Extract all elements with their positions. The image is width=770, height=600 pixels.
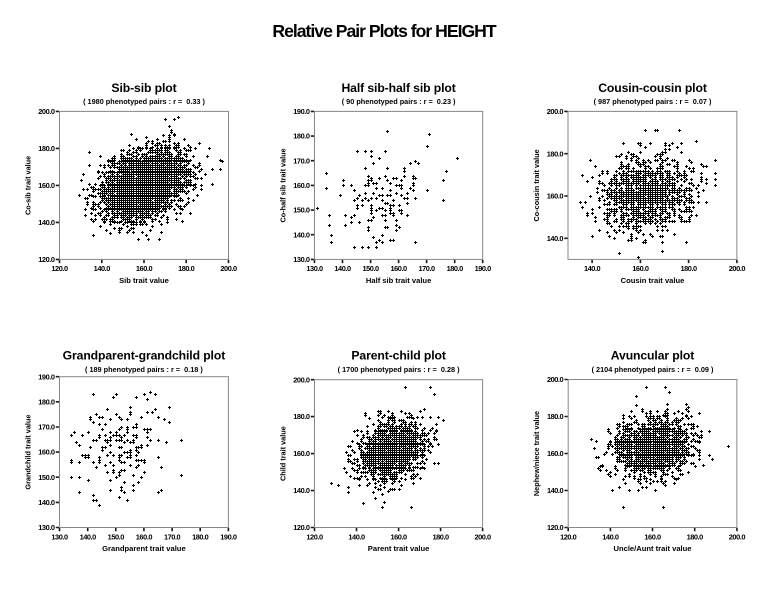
svg-text:160.0: 160.0 [390, 532, 407, 541]
svg-text:Avuncular plot: Avuncular plot [611, 348, 695, 362]
svg-text:200.0: 200.0 [220, 264, 237, 273]
svg-text:Cousin-cousin plot: Cousin-cousin plot [598, 81, 707, 95]
svg-text:140.0: 140.0 [602, 532, 619, 541]
svg-text:140.0: 140.0 [348, 532, 365, 541]
svg-text:140.0: 140.0 [547, 234, 564, 243]
svg-text:140.0: 140.0 [94, 264, 111, 273]
svg-text:180.0: 180.0 [293, 132, 310, 141]
svg-text:140.0: 140.0 [38, 218, 55, 227]
svg-text:120.0: 120.0 [547, 523, 564, 532]
svg-text:140.0: 140.0 [547, 486, 564, 495]
svg-text:200.0: 200.0 [729, 264, 746, 273]
svg-text:130.0: 130.0 [51, 532, 68, 541]
svg-text:130.0: 130.0 [38, 523, 55, 532]
svg-text:180.0: 180.0 [680, 264, 697, 273]
svg-text:( 1700 phenotyped pairs : r =: ( 1700 phenotyped pairs : r = 0.28 ) [338, 365, 460, 374]
svg-text:180.0: 180.0 [38, 144, 55, 153]
svg-text:Parent trait value: Parent trait value [368, 544, 430, 553]
svg-text:Relative Pair Plots for HEIGHT: Relative Pair Plots for HEIGHT [272, 21, 496, 41]
svg-text:160.0: 160.0 [136, 532, 153, 541]
svg-text:( 90 phenotyped pairs : r = 0: ( 90 phenotyped pairs : r = 0.23 ) [342, 97, 456, 106]
svg-text:120.0: 120.0 [38, 255, 55, 264]
svg-text:180.0: 180.0 [432, 532, 449, 541]
svg-text:160.0: 160.0 [136, 264, 153, 273]
svg-text:Co-sib trait value: Co-sib trait value [24, 156, 33, 215]
svg-text:130.0: 130.0 [293, 255, 310, 264]
svg-text:Sib trait value: Sib trait value [119, 276, 169, 285]
svg-text:Cousin trait value: Cousin trait value [621, 276, 685, 285]
svg-text:Parent-child plot: Parent-child plot [351, 348, 445, 362]
svg-text:180.0: 180.0 [687, 532, 704, 541]
svg-text:130.0: 130.0 [306, 264, 323, 273]
svg-text:Half sib trait value: Half sib trait value [366, 276, 431, 285]
svg-text:Uncle/Aunt trait value: Uncle/Aunt trait value [613, 544, 691, 553]
svg-text:180.0: 180.0 [293, 412, 310, 421]
svg-text:170.0: 170.0 [164, 532, 181, 541]
svg-text:180.0: 180.0 [38, 397, 55, 406]
svg-text:Half sib-half sib plot: Half sib-half sib plot [341, 81, 455, 95]
svg-text:180.0: 180.0 [547, 149, 564, 158]
svg-text:140.0: 140.0 [584, 264, 601, 273]
svg-text:160.0: 160.0 [547, 192, 564, 201]
svg-text:140.0: 140.0 [38, 498, 55, 507]
svg-text:160.0: 160.0 [390, 264, 407, 273]
svg-text:170.0: 170.0 [293, 156, 310, 165]
svg-text:170.0: 170.0 [418, 264, 435, 273]
svg-text:160.0: 160.0 [293, 449, 310, 458]
svg-text:120.0: 120.0 [51, 264, 68, 273]
svg-text:Grandparent trait value: Grandparent trait value [102, 544, 186, 553]
svg-text:190.0: 190.0 [293, 107, 310, 116]
svg-text:( 189 phenotyped pairs : r =: ( 189 phenotyped pairs : r = 0.18 ) [85, 365, 203, 374]
svg-text:150.0: 150.0 [108, 532, 125, 541]
svg-text:160.0: 160.0 [632, 264, 649, 273]
svg-text:Nephew/niece trait value: Nephew/niece trait value [532, 411, 541, 496]
svg-text:180.0: 180.0 [192, 532, 209, 541]
svg-text:160.0: 160.0 [293, 181, 310, 190]
svg-text:Grandparent-grandchild plot: Grandparent-grandchild plot [63, 348, 226, 362]
svg-text:180.0: 180.0 [447, 264, 464, 273]
svg-text:Sib-sib plot: Sib-sib plot [111, 81, 176, 95]
svg-text:Child trait value: Child trait value [279, 426, 288, 481]
svg-text:150.0: 150.0 [38, 473, 55, 482]
svg-text:200.0: 200.0 [474, 532, 491, 541]
svg-text:200.0: 200.0 [38, 107, 55, 116]
svg-text:( 1980 phenotyped pairs : r =: ( 1980 phenotyped pairs : r = 0.33 ) [83, 97, 205, 106]
svg-text:160.0: 160.0 [38, 448, 55, 457]
svg-text:180.0: 180.0 [547, 412, 564, 421]
svg-text:140.0: 140.0 [293, 230, 310, 239]
svg-text:200.0: 200.0 [547, 375, 564, 384]
svg-text:170.0: 170.0 [38, 423, 55, 432]
svg-text:120.0: 120.0 [306, 532, 323, 541]
svg-text:150.0: 150.0 [362, 264, 379, 273]
svg-text:180.0: 180.0 [178, 264, 195, 273]
svg-text:160.0: 160.0 [38, 181, 55, 190]
svg-text:200.0: 200.0 [547, 107, 564, 116]
svg-text:Co-cousin trait value: Co-cousin trait value [532, 149, 541, 221]
svg-text:200.0: 200.0 [729, 532, 746, 541]
svg-text:160.0: 160.0 [644, 532, 661, 541]
svg-text:190.0: 190.0 [220, 532, 237, 541]
svg-text:150.0: 150.0 [293, 206, 310, 215]
svg-text:200.0: 200.0 [293, 375, 310, 384]
svg-text:190.0: 190.0 [475, 264, 492, 273]
svg-text:Co-half sib trait value: Co-half sib trait value [279, 148, 288, 222]
svg-text:190.0: 190.0 [38, 372, 55, 381]
svg-text:160.0: 160.0 [547, 449, 564, 458]
svg-text:120.0: 120.0 [293, 523, 310, 532]
svg-text:120.0: 120.0 [560, 532, 577, 541]
svg-text:140.0: 140.0 [293, 486, 310, 495]
svg-text:( 987 phenotyped pairs : r =: ( 987 phenotyped pairs : r = 0.07 ) [594, 97, 712, 106]
svg-text:Grandchild trait value: Grandchild trait value [24, 415, 33, 490]
svg-text:( 2104 phenotyped pairs : r =: ( 2104 phenotyped pairs : r = 0.09 ) [592, 365, 714, 374]
svg-text:140.0: 140.0 [334, 264, 351, 273]
svg-text:140.0: 140.0 [80, 532, 97, 541]
